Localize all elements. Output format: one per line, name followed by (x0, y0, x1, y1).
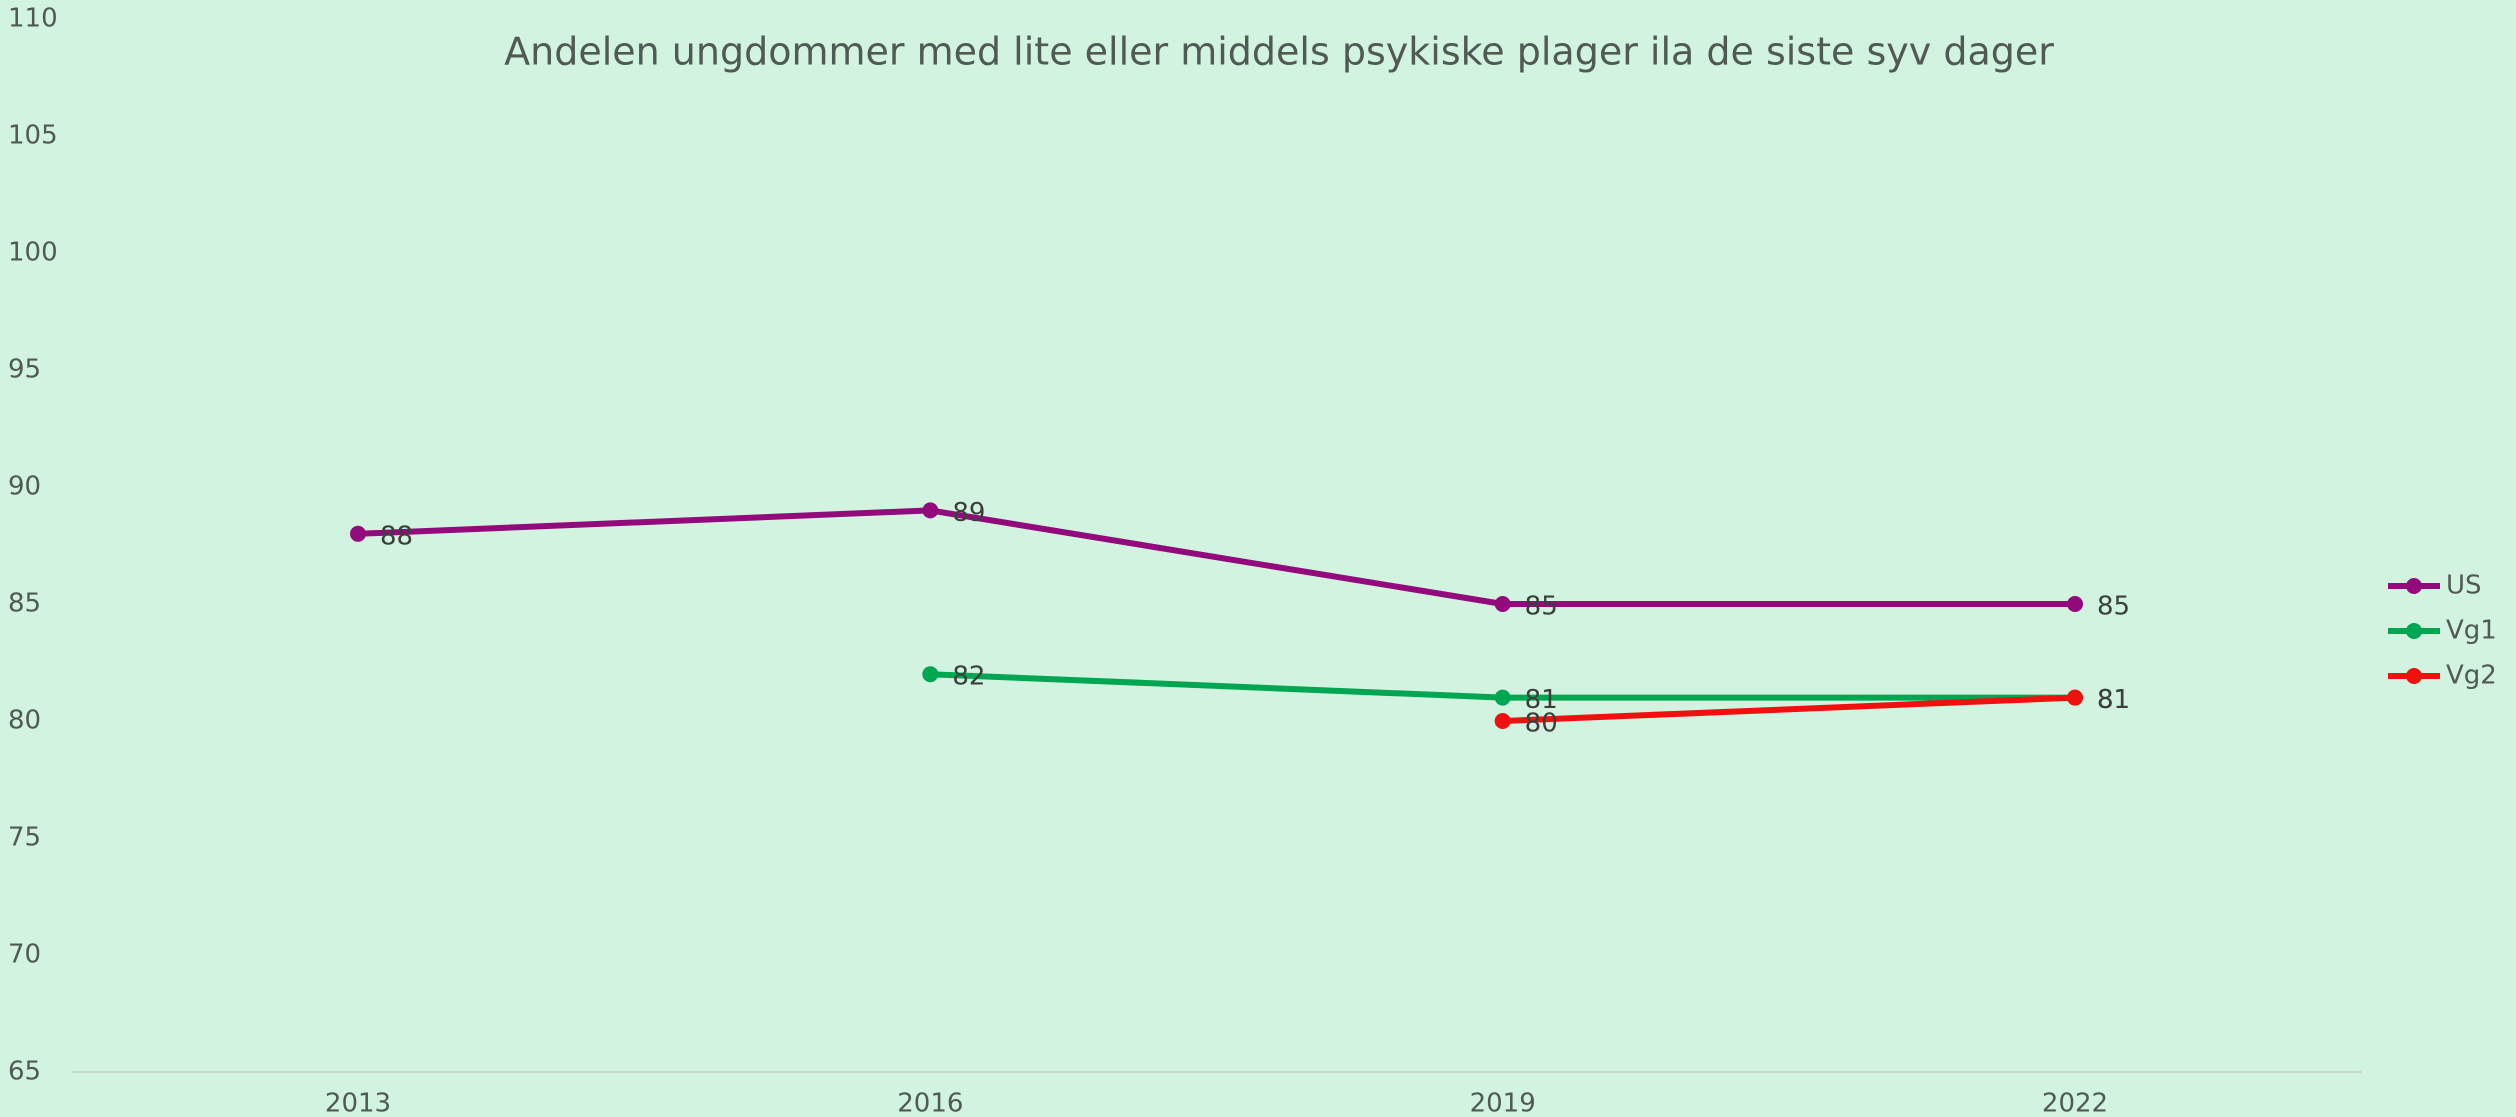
y-tick-label: 85 (8, 589, 41, 619)
legend-marker (2406, 623, 2422, 639)
y-tick-label: 75 (8, 823, 41, 853)
x-tick-label: 2016 (897, 1089, 963, 1117)
data-point (350, 525, 366, 542)
data-point (1494, 596, 1511, 612)
data-label: 85 (1525, 592, 1558, 622)
legend-marker (2406, 578, 2422, 594)
y-tick-label: 90 (8, 472, 41, 502)
x-tick-label: 2022 (2042, 1089, 2108, 1117)
y-tick-label: 100 (8, 238, 58, 268)
data-point (1494, 713, 1511, 729)
data-point (2067, 596, 2083, 612)
y-tick-label: 105 (8, 121, 58, 151)
data-label: 85 (2097, 592, 2130, 622)
data-label: 81 (2097, 685, 2130, 715)
legend-label: Vg2 (2446, 661, 2497, 691)
y-tick-label: 110 (8, 4, 58, 34)
legend-marker (2406, 668, 2422, 684)
legend-label: US (2446, 571, 2482, 601)
data-label: 81 (2097, 685, 2130, 715)
data-point (1494, 689, 1511, 706)
x-tick-label: 2013 (325, 1089, 391, 1117)
data-label: 88 (380, 521, 413, 551)
y-tick-label: 65 (8, 1057, 41, 1087)
data-label: 81 (1525, 685, 1558, 715)
data-label: 89 (952, 498, 985, 528)
y-tick-label: 70 (8, 940, 41, 970)
legend-label: Vg1 (2446, 616, 2497, 646)
series-line (1502, 694, 2076, 724)
y-tick-label: 95 (8, 355, 41, 385)
y-tick-label: 80 (8, 706, 41, 736)
data-point (2067, 689, 2083, 706)
series-line (357, 507, 2075, 607)
data-label: 80 (1525, 709, 1558, 739)
data-label: 82 (952, 662, 985, 692)
chart-title: Andelen ungdommer med lite eller middels… (504, 30, 2054, 74)
data-point (922, 502, 939, 519)
data-point (922, 666, 939, 683)
x-tick-label: 2019 (1470, 1089, 1536, 1117)
